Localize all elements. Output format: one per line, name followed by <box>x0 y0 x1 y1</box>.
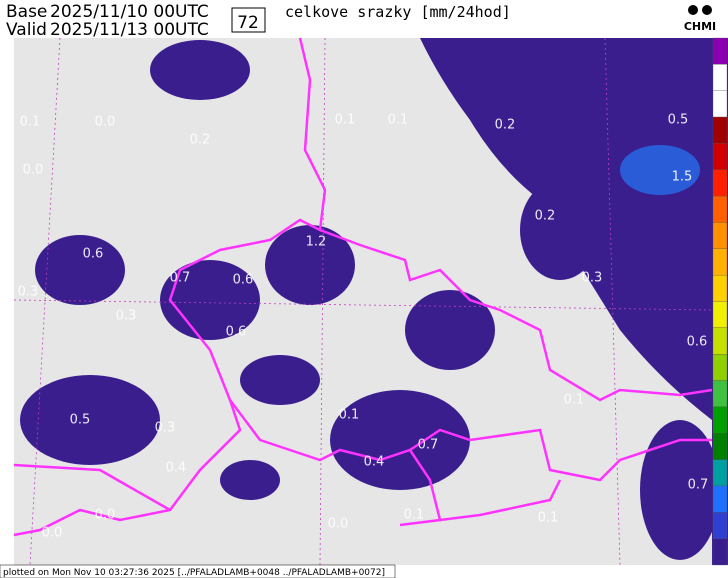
map: 0.1 0.0 0.2 0.0 0.1 0.1 0.2 0.5 1.5 0.2 0.6 1.2 0.7 0… <box>13 37 720 566</box>
colorbar-swatch <box>712 538 728 566</box>
borders <box>13 37 713 537</box>
footer: plotted on Mon Nov 10 03:27:36 2025 [../… <box>3 568 385 578</box>
map-value-label: 0.2 <box>495 118 516 133</box>
colorbar-swatch <box>712 512 728 539</box>
colorbar-swatch <box>712 406 728 434</box>
map-value-label: 0.1 <box>564 393 585 408</box>
map-value-label: 0.1 <box>404 508 425 523</box>
colorbar-swatch <box>712 485 728 513</box>
precipitation <box>20 38 720 560</box>
map-value-label: 0.0 <box>23 163 44 178</box>
map-value-label: 0.4 <box>166 461 187 476</box>
colorbar-swatch <box>712 301 728 329</box>
colorbar-swatch <box>712 195 728 223</box>
map-value-label: 0.6 <box>226 325 247 340</box>
valid-label: Valid <box>6 20 47 40</box>
map-value-label: 0.1 <box>538 511 559 526</box>
map-value-label: 1.5 <box>672 170 693 185</box>
map-value-label: 0.5 <box>70 413 91 428</box>
colorbar-swatch <box>712 64 728 91</box>
valid-time: 2025/11/13 00UTC <box>50 20 209 40</box>
logo-dot <box>702 5 712 15</box>
map-value-label: 0.6 <box>83 247 104 262</box>
map-value-label: 0.5 <box>668 113 689 128</box>
logo: CHMI <box>684 20 716 33</box>
map-value-label: 0.1 <box>335 113 356 128</box>
map-value-label: 0.3 <box>582 271 603 286</box>
map-value-label: 0.0 <box>328 517 349 532</box>
colorbar-swatch <box>712 143 728 170</box>
map-value-label: 0.3 <box>116 309 137 324</box>
map-value-label: 0.4 <box>364 455 385 470</box>
colorbar-swatch <box>712 433 728 460</box>
map-value-label: 0.2 <box>535 209 556 224</box>
colorbar-swatch <box>712 222 728 249</box>
map-value-label: 0.7 <box>688 478 709 493</box>
map-value-label: 0.6 <box>233 273 254 288</box>
colorbar-swatch <box>712 90 728 118</box>
colorbar-swatch <box>712 327 728 355</box>
colorbar-swatch <box>712 380 728 408</box>
colorbar-swatch <box>712 354 728 381</box>
base-time: 2025/11/10 00UTC <box>50 2 209 22</box>
map-value-label: 0.7 <box>418 438 439 453</box>
colorbar-swatch <box>712 37 728 65</box>
colorbar-swatch <box>712 116 728 144</box>
map-value-label: 1.2 <box>306 235 327 250</box>
map-value-label: 0.0 <box>95 115 116 130</box>
lead-box <box>231 7 266 33</box>
map-value-label: 0.0 <box>95 508 116 523</box>
map-value-label: 0.1 <box>20 115 41 130</box>
colorbar-swatch <box>712 248 728 276</box>
map-value-label: 0.1 <box>339 408 360 423</box>
lead-hours: 72 <box>237 13 259 33</box>
colorbar-swatch <box>712 169 728 197</box>
colorbar-swatch <box>712 274 728 302</box>
colorbar <box>712 37 728 566</box>
map-value-label: 0.7 <box>170 271 191 286</box>
map-value-label: 0.2 <box>190 133 211 148</box>
graticule <box>13 37 713 566</box>
map-value-label: 0.3 <box>155 421 176 436</box>
colorbar-swatch <box>712 459 728 487</box>
logo-dot <box>688 5 698 15</box>
map-value-label: 0.3 <box>18 285 39 300</box>
map-value-label: 0.6 <box>687 335 708 350</box>
footer-box <box>0 564 396 578</box>
map-value-label: 0.0 <box>42 526 63 541</box>
base-label: Base <box>6 2 47 22</box>
precip-high <box>620 145 700 195</box>
title: celkove srazky [mm/24hod] <box>285 3 511 21</box>
map-value-label: 0.1 <box>388 113 409 128</box>
